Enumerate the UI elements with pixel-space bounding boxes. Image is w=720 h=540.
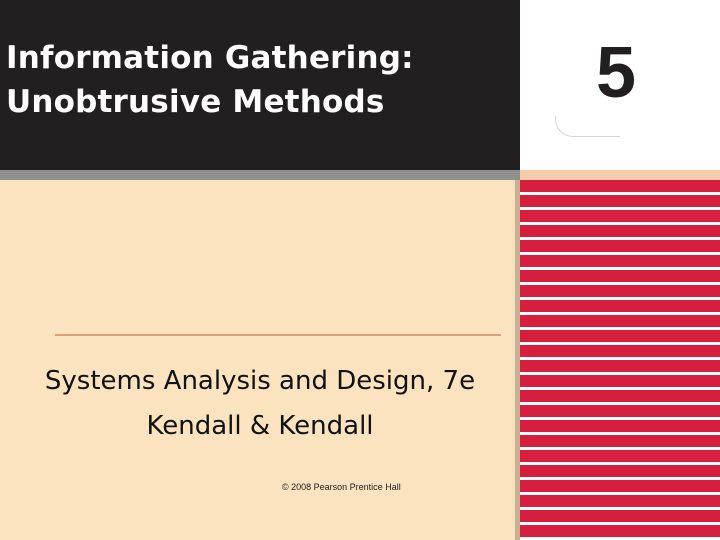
chapter-number-panel <box>520 0 720 170</box>
title-panel: Information Gathering: Unobtrusive Metho… <box>0 0 520 170</box>
book-title: Systems Analysis and Design, 7e <box>44 366 476 396</box>
copyright-notice: © 2008 Pearson Prentice Hall <box>282 482 401 492</box>
number-bottom-band <box>520 170 720 180</box>
title-bottom-band <box>0 170 720 180</box>
slide-title-line-1: Information Gathering: <box>6 40 414 76</box>
book-authors: Kendall & Kendall <box>146 411 374 441</box>
divider-line <box>55 334 501 336</box>
chapter-number: 5 <box>596 33 637 113</box>
slide-title: Information Gathering: Unobtrusive Metho… <box>6 36 414 124</box>
stripe-edge <box>515 180 520 540</box>
slide-title-line-2: Unobtrusive Methods <box>6 84 385 120</box>
chapter-number-shadow <box>555 116 620 137</box>
decorative-stripes <box>520 180 720 540</box>
